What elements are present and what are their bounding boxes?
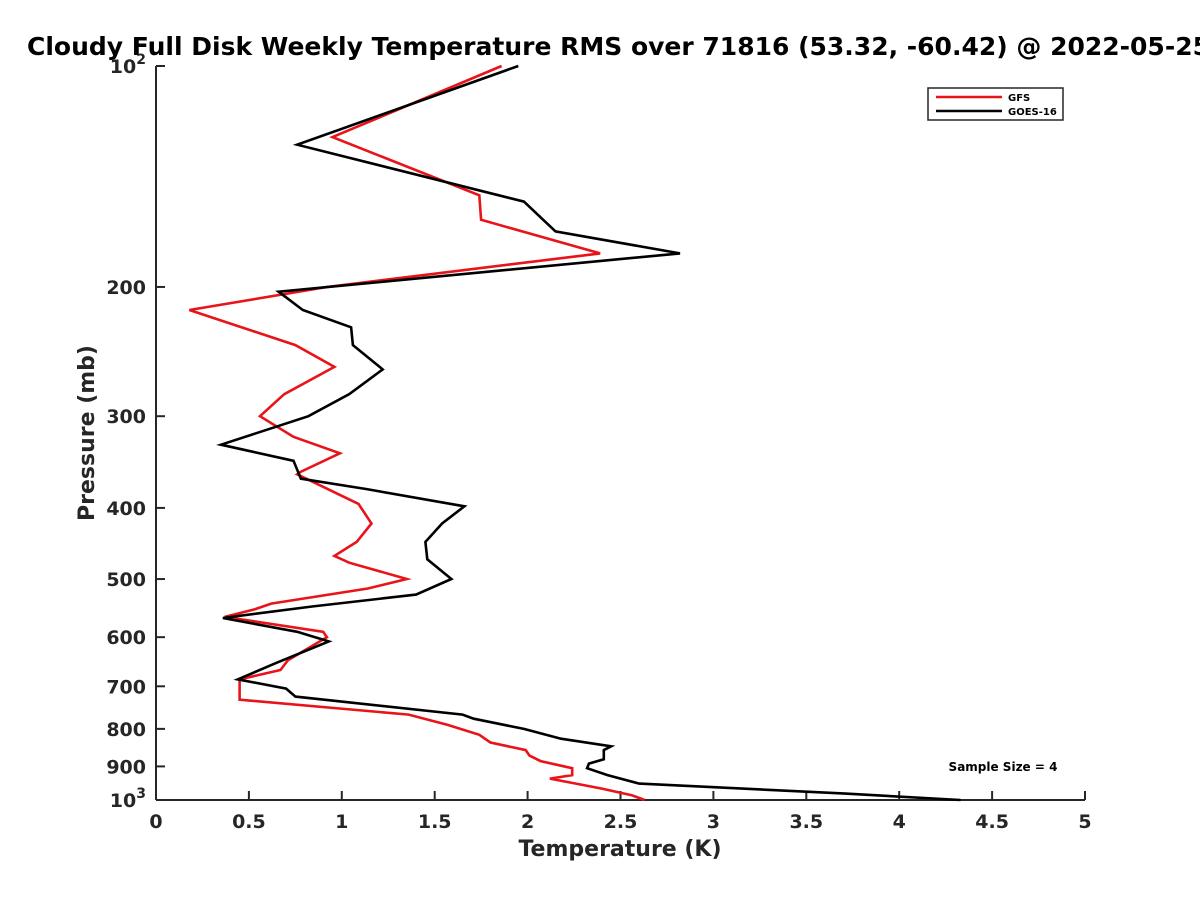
legend-box (927, 87, 1064, 121)
y-tick-label: 800 (106, 719, 146, 741)
y-tick-label: 102 (110, 52, 146, 78)
y-tick-label: 900 (106, 756, 146, 778)
x-tick-label: 4 (893, 811, 906, 833)
x-tick-label: 0 (149, 811, 162, 833)
x-axis-label: Temperature (K) (518, 837, 721, 862)
x-tick-label: 0.5 (232, 811, 266, 833)
legend-label: GOES-16 (1008, 107, 1057, 118)
axes: 0 0.5 1 1.5 2 2.5 3 3.5 4 4.5 5 102 200 300 400 500 600 7… (106, 52, 1091, 833)
y-tick-label: 500 (106, 569, 146, 591)
x-tick-label: 5 (1078, 811, 1091, 833)
legend: GFS GOES-16 (927, 87, 1064, 121)
y-axis-label: Pressure (mb) (75, 345, 100, 521)
x-tick-label: 1 (335, 811, 348, 833)
x-tick-label: 4.5 (975, 811, 1009, 833)
series-line-goes-16 (216, 64, 961, 802)
x-tick-label: 3.5 (789, 811, 823, 833)
x-tick-label: 2 (521, 811, 534, 833)
series-line-gfs (188, 64, 646, 802)
y-tick-label: 200 (106, 277, 146, 299)
x-tick-label: 3 (707, 811, 720, 833)
series-layer (188, 64, 961, 802)
y-tick-label: 700 (106, 676, 146, 698)
y-tick-label: 103 (110, 786, 146, 812)
x-tick-label: 2.5 (604, 811, 638, 833)
y-tick-label: 600 (106, 627, 146, 649)
y-tick-label: 300 (106, 406, 146, 428)
sample-size-annotation: Sample Size = 4 (949, 760, 1058, 774)
y-tick-label: 400 (106, 498, 146, 520)
legend-label: GFS (1008, 93, 1030, 104)
x-tick-label: 1.5 (418, 811, 452, 833)
chart-title: Cloudy Full Disk Weekly Temperature RMS … (27, 32, 1200, 61)
